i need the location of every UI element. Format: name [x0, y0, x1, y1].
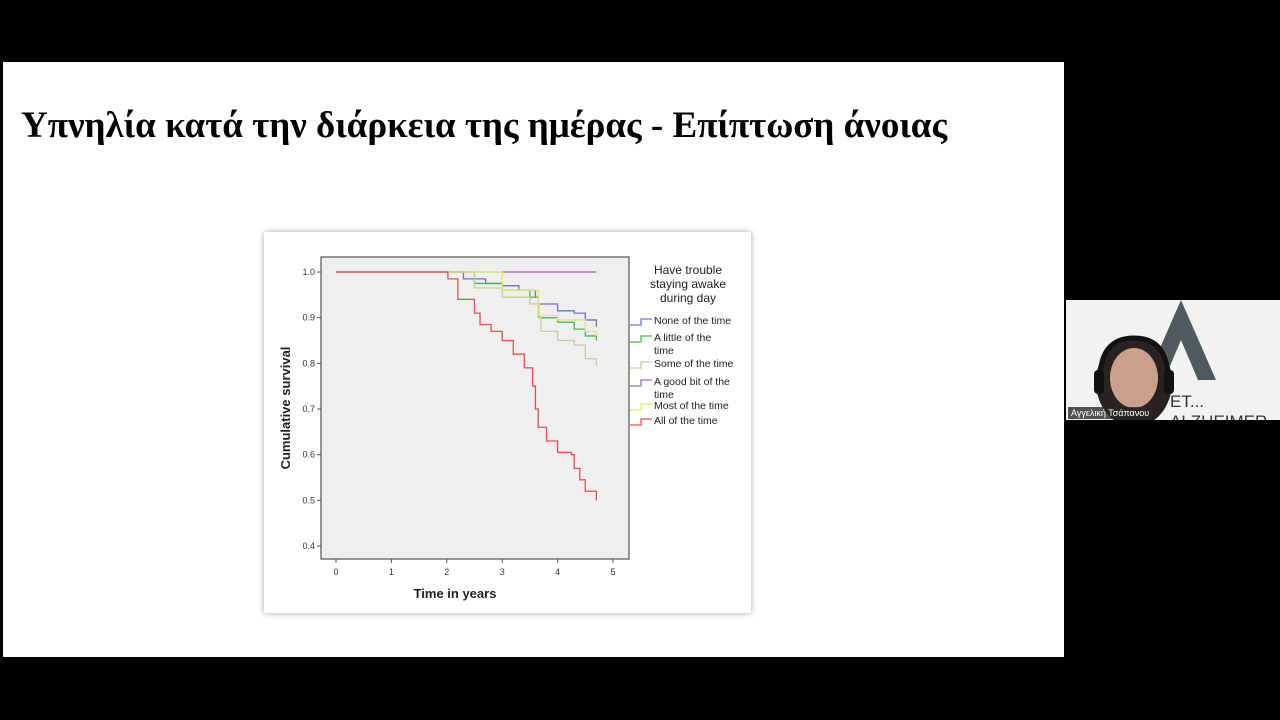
y-tick-label: 0.8 [302, 358, 315, 368]
legend-swatch [630, 379, 652, 387]
series-line-most-of-the-time [336, 271, 598, 336]
x-tick-label: 1 [389, 567, 394, 577]
y-tick-label: 0.6 [302, 450, 315, 460]
x-tick-label: 2 [444, 567, 449, 577]
y-tick-label: 0.4 [302, 541, 315, 551]
headphone-left [1094, 370, 1104, 394]
series-line-all-of-the-time [336, 271, 598, 501]
x-axis-label: Time in years [414, 586, 497, 601]
participant-video-tile[interactable]: ET... ALZHEIMER Αγγελική Τσάπανου [1066, 300, 1280, 420]
y-tick-label: 0.7 [302, 404, 315, 414]
y-axis-label: Cumulative survival [278, 347, 293, 470]
legend-item: Some of the time [654, 358, 734, 370]
x-tick-label: 0 [333, 567, 338, 577]
y-tick-label: 1.0 [302, 267, 315, 277]
legend-item: A little of the time [654, 332, 711, 357]
survival-chart-figure: 0 1 2 3 4 5 0.4 0.5 0.6 0.7 0.8 0.9 1.0 Time in years… [264, 232, 751, 613]
video-feed [1094, 300, 1216, 420]
presentation-slide: Υπνηλία κατά την διάρκεια της ημέρας - Ε… [3, 62, 1064, 657]
legend-swatch [630, 403, 652, 411]
x-tick-label: 3 [500, 567, 505, 577]
legend-item: A good bit of the time [654, 376, 730, 401]
legend-swatch [630, 335, 652, 343]
legend-swatch [630, 418, 652, 426]
participant-name-label: Αγγελική Τσάπανου [1068, 407, 1153, 419]
legend-swatch [630, 361, 652, 369]
survival-chart: 0 1 2 3 4 5 0.4 0.5 0.6 0.7 0.8 0.9 1.0 Time in years… [278, 256, 734, 601]
y-tick-label: 0.9 [302, 313, 315, 323]
series-line-some-of-the-time [336, 271, 598, 366]
legend-item: Most of the time [654, 400, 729, 412]
x-tick-label: 5 [610, 567, 615, 577]
y-tick-label: 0.5 [302, 495, 315, 505]
legend-item: All of the time [654, 415, 718, 427]
x-tick-label: 4 [555, 567, 560, 577]
slide-title: Υπνηλία κατά την διάρκεια της ημέρας - Ε… [21, 105, 948, 146]
headphone-right [1164, 370, 1174, 394]
legend-swatch [630, 318, 652, 326]
participant-face [1110, 348, 1158, 408]
legend-item: None of the time [654, 315, 731, 327]
headphones-icon [1097, 335, 1171, 381]
background-logo-text: ET... ALZHEIMER [1170, 392, 1267, 420]
legend-title: Have trouble staying awake during day [650, 263, 726, 305]
